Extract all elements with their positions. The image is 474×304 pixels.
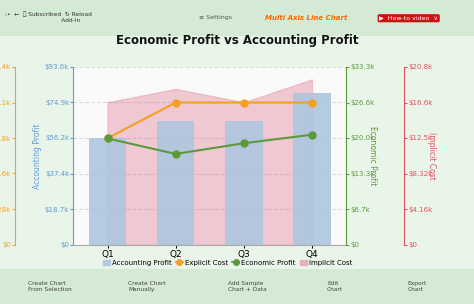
Text: :•  ←  Ⓢ Subscribed  ↻ Reload
                              Add-In: :• ← Ⓢ Subscribed ↻ Reload Add-In [5,12,91,23]
Text: Add Sample
Chart + Data: Add Sample Chart + Data [228,281,266,292]
Text: Create Chart
From Selection: Create Chart From Selection [28,281,72,292]
Y-axis label: Implicit Cost: Implicit Cost [427,132,436,180]
Text: Edit
Chart: Edit Chart [327,281,343,292]
Bar [293,93,331,245]
Bar [89,138,126,245]
Text: ▶  How-to video  ∨: ▶ How-to video ∨ [379,16,438,21]
Text: Economic Profit vs Accounting Profit: Economic Profit vs Accounting Profit [116,34,358,47]
Legend: Accounting Profit, Explicit Cost, Economic Profit, Implicit Cost: Accounting Profit, Explicit Cost, Econom… [100,257,355,269]
Bar [157,121,194,245]
Y-axis label: Accounting Profit: Accounting Profit [33,123,42,188]
Y-axis label: Economic Profit: Economic Profit [368,126,377,185]
Text: Multi Axis Line Chart: Multi Axis Line Chart [265,15,348,20]
Bar [225,121,263,245]
Text: Export
Chart: Export Chart [408,281,427,292]
Text: ≡ Settings: ≡ Settings [199,15,232,20]
Text: Create Chart
Manually: Create Chart Manually [128,281,165,292]
